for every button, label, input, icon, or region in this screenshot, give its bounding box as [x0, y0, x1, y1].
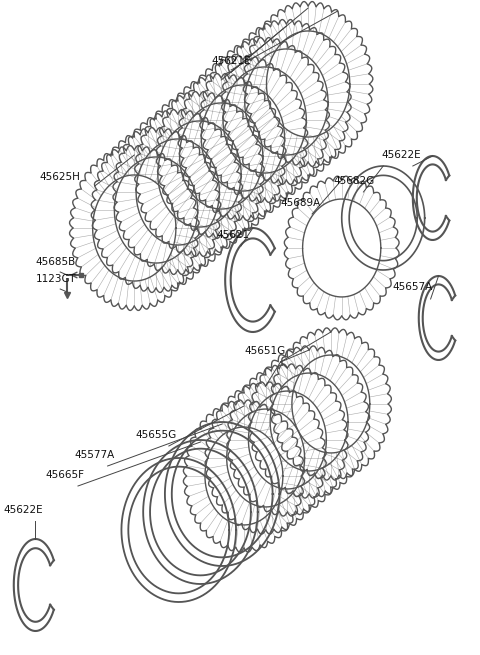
Text: 45621E: 45621E — [211, 56, 251, 66]
Text: 45689A: 45689A — [280, 198, 320, 208]
Text: 1123GT: 1123GT — [36, 274, 76, 284]
Text: 45621: 45621 — [216, 230, 250, 240]
Text: 45685B: 45685B — [36, 257, 76, 267]
Text: 45682G: 45682G — [333, 176, 374, 186]
Text: 45657A: 45657A — [393, 282, 433, 292]
Text: 45622E: 45622E — [381, 150, 421, 160]
Text: 45577A: 45577A — [74, 450, 115, 460]
Text: 45655G: 45655G — [135, 430, 177, 440]
Text: 45625H: 45625H — [40, 172, 81, 182]
Text: 45622E: 45622E — [4, 505, 44, 515]
Text: 45651G: 45651G — [244, 346, 285, 356]
Text: 45665F: 45665F — [46, 470, 84, 480]
